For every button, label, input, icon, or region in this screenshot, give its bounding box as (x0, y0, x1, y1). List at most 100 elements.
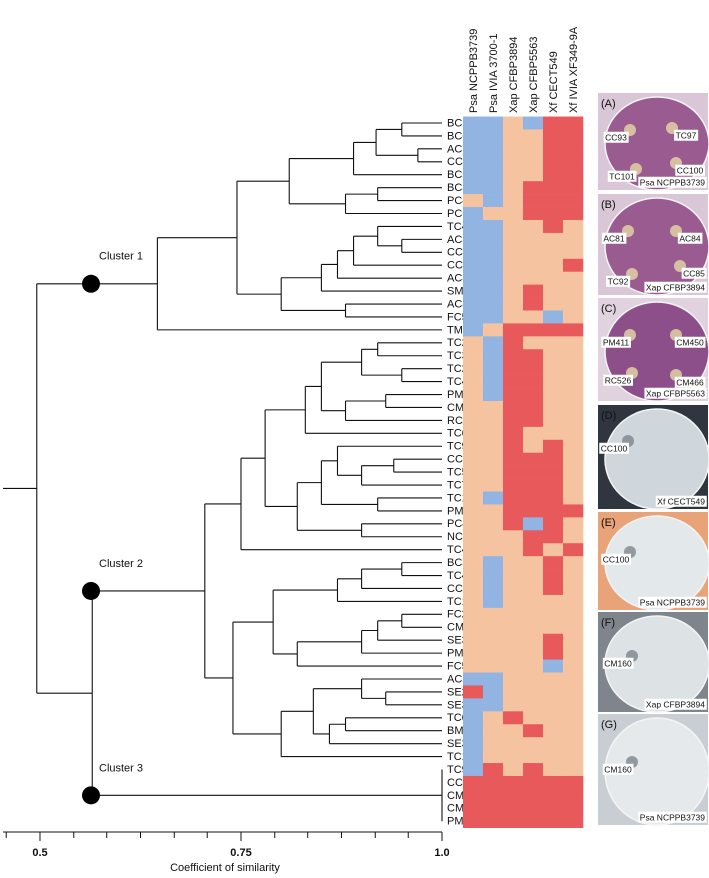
panel-letter: (F) (601, 617, 615, 629)
heat-cell (483, 775, 504, 790)
panel-letter: (B) (601, 199, 616, 211)
heat-cell (503, 219, 524, 234)
heat-cell (483, 336, 504, 350)
heat-cell (563, 142, 584, 156)
heat-cell (563, 168, 584, 182)
panel-label: CM466 (676, 377, 704, 387)
heat-cell (483, 801, 504, 816)
heat-cell (483, 219, 504, 234)
heat-cell (543, 232, 564, 247)
heat-cell (543, 530, 564, 544)
heat-cell (543, 245, 564, 260)
panel-label: TC101 (609, 171, 635, 181)
heat-cell (523, 569, 544, 583)
heat-cell (503, 181, 524, 195)
panel-label-box (638, 596, 707, 608)
panel-label: Xf CECT549 (657, 496, 705, 506)
heat-cell (563, 465, 584, 479)
heat-cell (483, 763, 504, 777)
heat-cell (503, 620, 524, 635)
heat-cell (503, 426, 524, 441)
heat-cell (503, 504, 524, 518)
heat-cell (503, 763, 524, 777)
heat-cell (483, 530, 504, 544)
heat-cell (563, 258, 584, 272)
heat-cell (563, 685, 584, 699)
heat-cell (563, 814, 584, 828)
heat-cell (543, 181, 564, 195)
heat-cell (563, 737, 584, 751)
panel-label-box (644, 698, 707, 710)
heat-cell (523, 724, 544, 738)
panel-label-box (638, 811, 707, 823)
heat-cell (543, 297, 564, 311)
heat-cell (543, 814, 564, 828)
heat-cell (563, 349, 584, 363)
heat-cell (523, 750, 544, 764)
column-header: Xf IVIA XF349-9A (568, 26, 580, 113)
heat-cell (543, 465, 564, 479)
heat-cell (563, 207, 584, 221)
heat-cell (463, 155, 484, 169)
heat-cell (543, 633, 564, 647)
heat-cell (563, 219, 584, 234)
heat-cell (523, 219, 544, 234)
heat-cell (563, 452, 584, 466)
heat-cell (483, 478, 504, 492)
heat-cell (563, 633, 584, 647)
heat-cell (483, 439, 504, 454)
heat-cell (483, 388, 504, 402)
heat-cell (523, 400, 544, 415)
heat-cell (523, 737, 544, 751)
heat-cell (463, 284, 484, 298)
heat-cell (523, 413, 544, 428)
heat-cell (523, 620, 544, 635)
panel-label: Psa NCPPB3739 (640, 597, 705, 607)
heat-cell (503, 750, 524, 764)
heat-cell (563, 155, 584, 169)
heat-cell (523, 646, 544, 660)
panel-label: CC100 (677, 165, 704, 175)
cluster-marker (82, 581, 100, 600)
heat-cell (463, 814, 484, 828)
heat-cell (463, 659, 484, 673)
heat-cell (483, 594, 504, 609)
heat-cell (543, 504, 564, 518)
heat-cell (483, 750, 504, 764)
panel-label-box (675, 164, 705, 176)
heat-cell (563, 478, 584, 492)
panel-label: AC81 (603, 233, 625, 243)
heat-cell (463, 194, 484, 208)
heat-cell (483, 155, 504, 169)
panel-label-box (674, 129, 699, 141)
heat-cell (503, 155, 524, 169)
heat-cell (543, 310, 564, 324)
heat-cell (503, 129, 524, 143)
heat-cell (563, 659, 584, 673)
heat-cell (523, 439, 544, 454)
heat-cell (523, 388, 544, 402)
heat-cell (543, 801, 564, 816)
heat-cell (483, 168, 504, 182)
heat-cell (543, 207, 564, 221)
heat-cell (543, 284, 564, 298)
heat-cell (463, 258, 484, 272)
panel-label: PM411 (603, 337, 630, 347)
heat-cell (503, 452, 524, 466)
heat-cell (523, 763, 544, 777)
heat-cell (483, 491, 504, 505)
column-header: Psa IVIA 3700-1 (488, 34, 500, 114)
heat-cell (483, 297, 504, 311)
heat-cell (463, 620, 484, 635)
heat-cell (543, 569, 564, 583)
heat-cell (503, 711, 524, 725)
heat-cell (523, 155, 544, 169)
heat-cell (483, 814, 504, 828)
panel-label-box (606, 275, 631, 287)
heat-cell (463, 439, 484, 454)
cluster-label: Cluster 3 (99, 762, 143, 774)
heat-cell (523, 426, 544, 441)
heat-cell (563, 569, 584, 583)
heat-cell (503, 737, 524, 751)
